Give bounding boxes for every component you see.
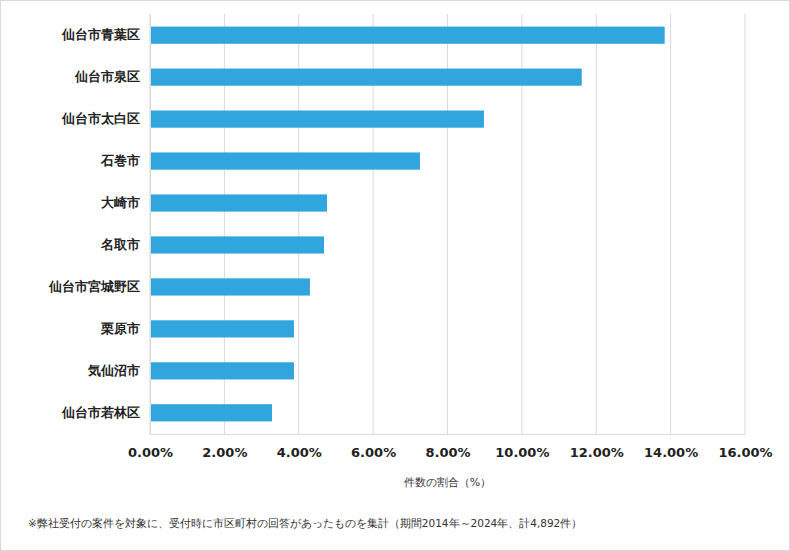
x-tick-label: 4.00% <box>277 445 322 460</box>
x-axis: 0.00% 2.00% 4.00% 6.00% 8.00% 10.00% 12.00% 14.… <box>128 434 773 460</box>
y-tick-label: 大崎市 <box>101 195 140 210</box>
bar <box>150 278 310 295</box>
y-axis-line <box>150 15 151 435</box>
plot: 0.00% 2.00% 4.00% 6.00% 8.00% 10.00% 12.00% 14.… <box>48 14 773 460</box>
x-tick: 2.00% <box>202 434 247 460</box>
y-tick-label: 仙台市宮城野区 <box>48 279 140 294</box>
x-tick-label: 12.00% <box>570 445 624 460</box>
x-tick-label: 14.00% <box>644 445 698 460</box>
x-tick-label: 16.00% <box>718 445 772 460</box>
y-tick: 名取市 <box>100 237 150 252</box>
y-tick: 栗原市 <box>100 321 150 336</box>
x-axis-line <box>151 434 746 435</box>
y-tick: 仙台市宮城野区 <box>48 279 150 294</box>
footnote: ※弊社受付の案件を対象に、受付時に市区町村の回答があったものを集計（期間2014… <box>28 517 582 529</box>
grid-line <box>745 14 746 434</box>
x-tick: 16.00% <box>718 434 772 460</box>
y-tick-label: 石巻市 <box>100 153 140 168</box>
chart-frame <box>1 1 790 551</box>
y-tick: 気仙沼市 <box>87 363 150 378</box>
x-tick: 6.00% <box>351 434 396 460</box>
y-tick-label: 名取市 <box>100 237 140 252</box>
bar <box>150 362 294 379</box>
y-tick: 仙台市泉区 <box>74 69 150 84</box>
x-tick: 4.00% <box>277 434 322 460</box>
y-tick: 石巻市 <box>100 153 150 168</box>
x-tick-label: 10.00% <box>495 445 549 460</box>
bar <box>150 320 294 337</box>
x-tick-label: 0.00% <box>128 445 173 460</box>
x-tick: 10.00% <box>495 434 549 460</box>
y-tick-label: 仙台市若林区 <box>61 405 140 420</box>
grid-line <box>596 14 597 434</box>
bar <box>150 404 272 421</box>
y-tick: 仙台市青葉区 <box>61 27 150 42</box>
y-axis: 仙台市青葉区仙台市泉区仙台市太白区石巻市大崎市名取市仙台市宮城野区栗原市気仙沼市… <box>48 15 151 435</box>
x-tick: 8.00% <box>425 434 470 460</box>
y-tick-label: 仙台市太白区 <box>61 111 140 126</box>
y-tick: 仙台市若林区 <box>61 405 150 420</box>
chart: 0.00% 2.00% 4.00% 6.00% 8.00% 10.00% 12.00% 14.… <box>0 0 790 551</box>
x-tick-label: 2.00% <box>202 445 247 460</box>
x-tick: 0.00% <box>128 434 173 460</box>
bar <box>150 69 582 86</box>
grid-line <box>150 14 151 434</box>
y-tick-label: 仙台市青葉区 <box>61 27 140 42</box>
grid <box>150 14 745 434</box>
y-tick-label: 栗原市 <box>100 321 140 336</box>
bar <box>150 236 324 253</box>
y-tick: 仙台市太白区 <box>61 111 150 126</box>
bar <box>150 27 665 44</box>
bar <box>150 194 327 211</box>
bar <box>150 111 484 128</box>
x-tick-label: 8.00% <box>425 445 470 460</box>
x-tick: 14.00% <box>644 434 698 460</box>
x-axis-title: 件数の割合（%） <box>404 476 491 489</box>
x-tick: 12.00% <box>570 434 624 460</box>
y-tick-label: 気仙沼市 <box>87 363 140 378</box>
bars <box>150 27 665 422</box>
x-tick-label: 6.00% <box>351 445 396 460</box>
bar <box>150 152 420 169</box>
y-tick: 大崎市 <box>101 195 150 210</box>
grid-line <box>670 14 671 434</box>
y-tick-label: 仙台市泉区 <box>74 69 140 84</box>
